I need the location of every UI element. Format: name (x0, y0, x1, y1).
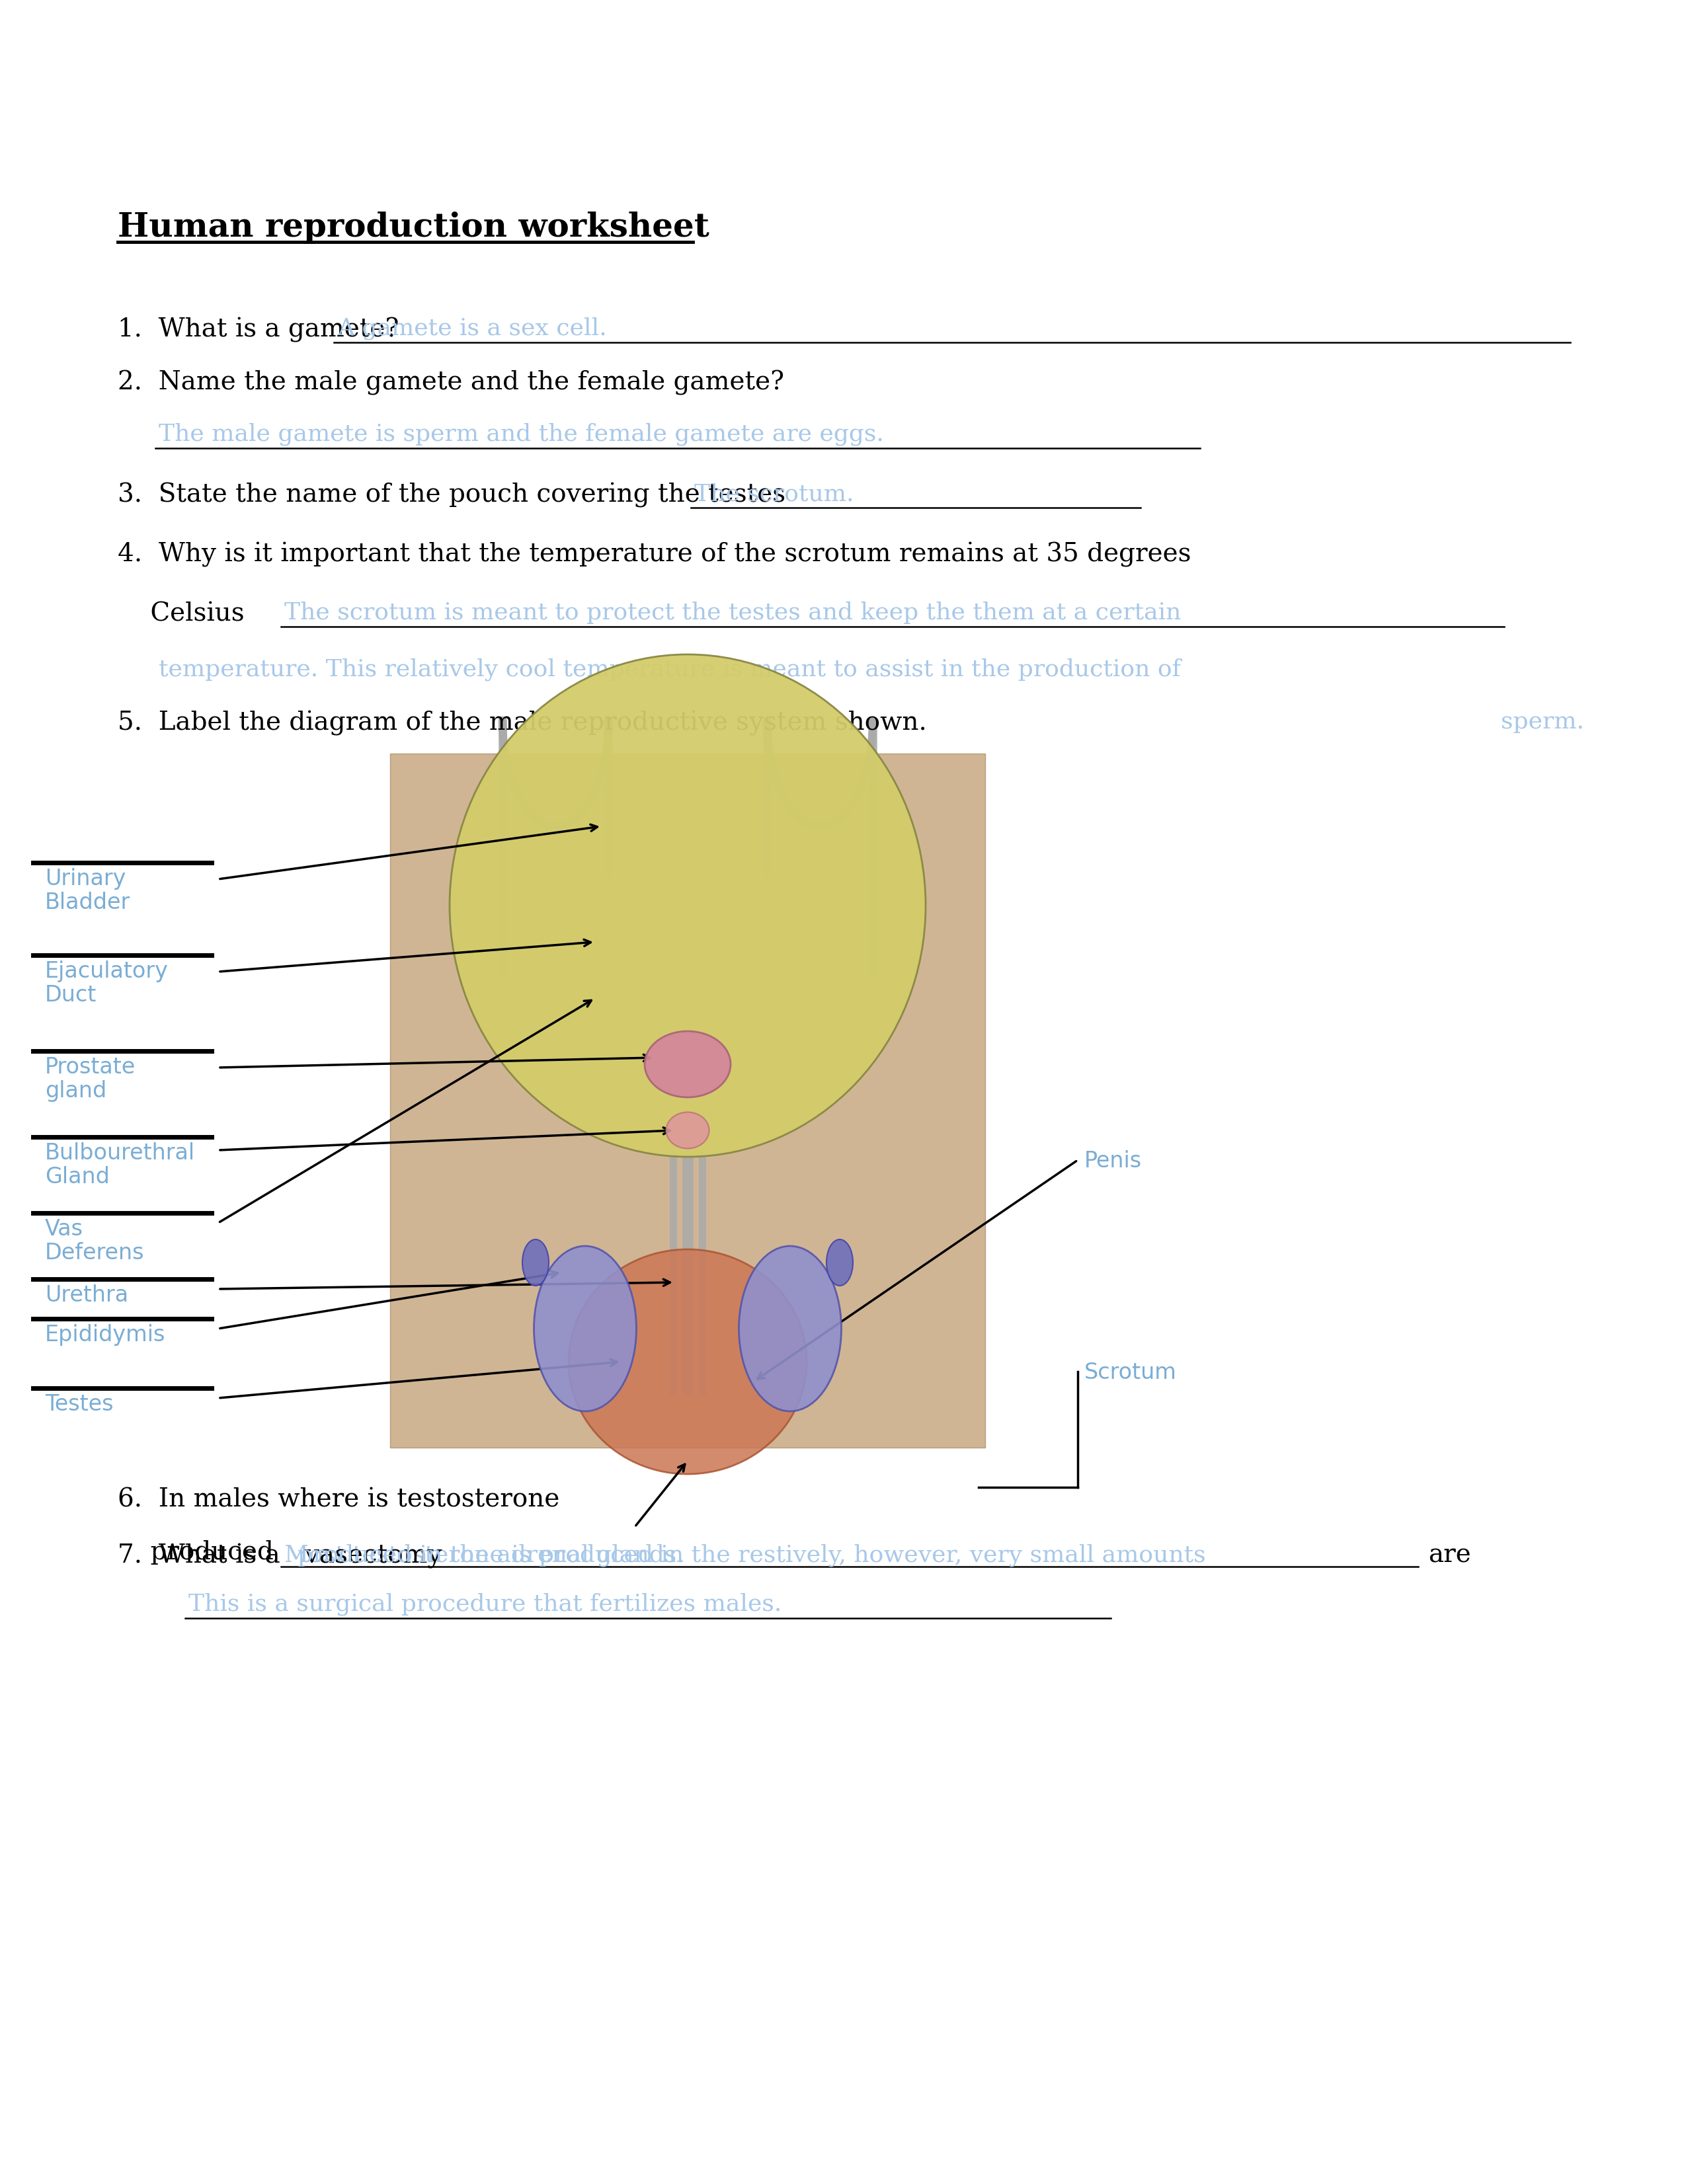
Ellipse shape (450, 655, 926, 1158)
Ellipse shape (826, 1238, 853, 1286)
Text: Celsius: Celsius (118, 601, 244, 627)
Text: The scrotum is meant to protect the testes and keep the them at a certain: The scrotum is meant to protect the test… (285, 601, 1182, 625)
Text: Testes: Testes (46, 1393, 113, 1415)
Text: are: are (1428, 1544, 1470, 1568)
Text: This is a surgical procedure that fertilizes males.: This is a surgical procedure that fertil… (189, 1592, 782, 1616)
Ellipse shape (644, 1031, 730, 1096)
Text: Human reproduction worksheet: Human reproduction worksheet (118, 212, 710, 245)
Text: produced: produced (118, 1540, 273, 1564)
Text: 3.  State the name of the pouch covering the testes: 3. State the name of the pouch covering … (118, 483, 786, 507)
Text: Urethra: Urethra (46, 1284, 128, 1306)
Text: 6.  In males where is testosterone: 6. In males where is testosterone (118, 1487, 560, 1511)
Text: temperature. This relatively cool temperature is meant to assist in the producti: temperature. This relatively cool temper… (158, 657, 1180, 681)
Text: Prostate
gland: Prostate gland (46, 1057, 135, 1101)
Text: Most testosterone is produced in the restively, however, very small amounts: Most testosterone is produced in the res… (285, 1544, 1205, 1566)
Text: 1.  What is a gamete?: 1. What is a gamete? (118, 317, 400, 343)
Text: Penis: Penis (1084, 1151, 1141, 1173)
Text: Urinary
Bladder: Urinary Bladder (46, 867, 130, 913)
Ellipse shape (568, 1249, 806, 1474)
Ellipse shape (666, 1112, 710, 1149)
Ellipse shape (534, 1247, 636, 1411)
Ellipse shape (523, 1238, 548, 1286)
Bar (389, 753, 985, 1448)
Text: sperm.: sperm. (1501, 710, 1585, 734)
Text: Vas
Deferens: Vas Deferens (46, 1219, 145, 1265)
Text: produced in the adrenal glands.: produced in the adrenal glands. (297, 1544, 685, 1566)
Ellipse shape (738, 1247, 841, 1411)
Text: 2.  Name the male gamete and the female gamete?: 2. Name the male gamete and the female g… (118, 369, 784, 395)
Text: Scrotum: Scrotum (1084, 1361, 1177, 1382)
Text: A gamete is a sex cell.: A gamete is a sex cell. (337, 317, 607, 341)
Text: 5.  Label the diagram of the male reproductive system shown.: 5. Label the diagram of the male reprodu… (118, 710, 927, 736)
Text: The male gamete is sperm and the female gamete are eggs.: The male gamete is sperm and the female … (158, 424, 883, 446)
Text: Epididymis: Epididymis (46, 1324, 165, 1345)
Text: Bulbourethral
Gland: Bulbourethral Gland (46, 1142, 196, 1188)
Text: Ejaculatory
Duct: Ejaculatory Duct (46, 961, 169, 1007)
Text: The scrotum.: The scrotum. (695, 483, 853, 505)
Text: 7.  What is a   vasectomy: 7. What is a vasectomy (118, 1544, 442, 1568)
Text: 4.  Why is it important that the temperature of the scrotum remains at 35 degree: 4. Why is it important that the temperat… (118, 542, 1190, 568)
